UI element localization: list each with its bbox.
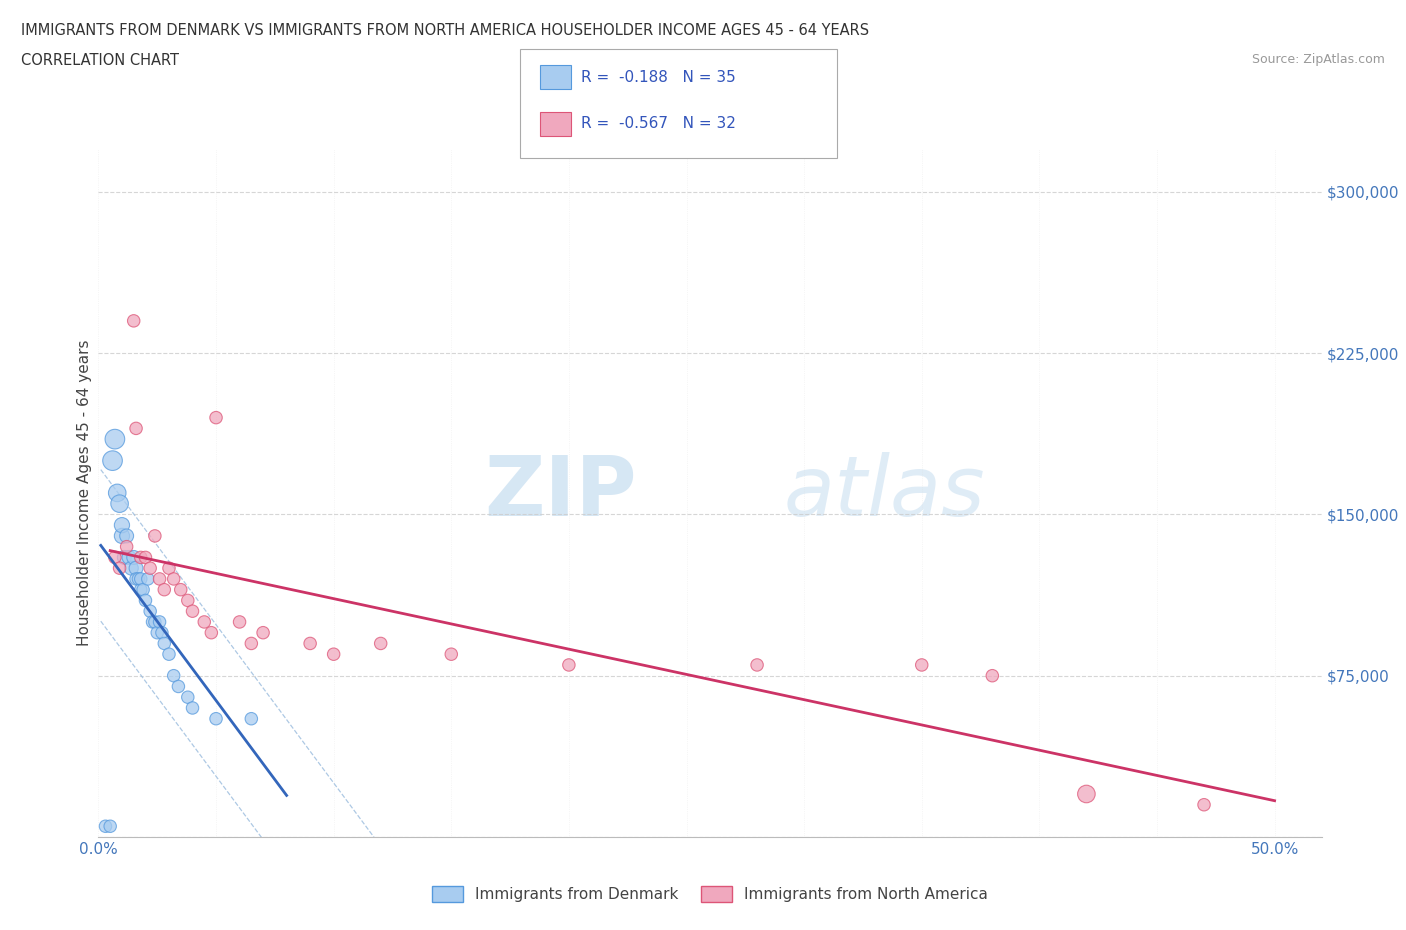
Point [111,518,134,533]
Point [129,550,152,565]
Point [153,636,176,651]
Point [108,561,131,576]
Point [101,453,124,468]
Point [149,615,172,630]
Point [120,561,142,576]
Point [177,690,200,705]
Text: CORRELATION CHART: CORRELATION CHART [21,53,179,68]
Point [105,485,128,500]
Text: ZIP: ZIP [484,452,637,534]
Point [157,561,180,576]
Point [134,593,156,608]
Point [129,582,152,597]
Point [127,571,149,587]
Point [981,669,1004,684]
Point [143,615,166,630]
Point [1192,797,1215,812]
Point [205,711,228,726]
Point [322,646,344,661]
Point [240,711,263,726]
Point [181,700,204,715]
Point [228,615,250,630]
Point [139,604,162,618]
Text: Source: ZipAtlas.com: Source: ZipAtlas.com [1251,53,1385,66]
Point [370,636,392,651]
Point [132,582,155,597]
Point [911,658,934,672]
Point [558,658,581,672]
Point [104,550,127,565]
Point [134,550,156,565]
Point [143,528,166,543]
Text: R =  -0.567   N = 32: R = -0.567 N = 32 [581,116,735,131]
Point [153,582,176,597]
Point [200,625,222,640]
Point [104,432,127,446]
Text: atlas: atlas [783,452,986,534]
Point [125,571,148,587]
Point [1076,787,1098,802]
Point [167,679,190,694]
Point [149,571,172,587]
Point [170,582,193,597]
Point [177,593,200,608]
Point [98,818,121,833]
Point [118,550,141,565]
Point [122,313,145,328]
Point [252,625,274,640]
Point [112,550,135,565]
Point [205,410,228,425]
Point [150,625,173,640]
Point [136,571,159,587]
Point [240,636,263,651]
Point [125,421,148,436]
Point [111,528,134,543]
Point [299,636,322,651]
Point [139,561,162,576]
Point [163,669,186,684]
Point [157,646,180,661]
Point [125,561,148,576]
Point [115,539,138,554]
Y-axis label: Householder Income Ages 45 - 64 years: Householder Income Ages 45 - 64 years [77,339,91,646]
Point [115,528,138,543]
Point [129,571,152,587]
Point [181,604,204,618]
Point [146,625,169,640]
Point [122,550,145,565]
Text: R =  -0.188   N = 35: R = -0.188 N = 35 [581,70,735,85]
Text: IMMIGRANTS FROM DENMARK VS IMMIGRANTS FROM NORTH AMERICA HOUSEHOLDER INCOME AGES: IMMIGRANTS FROM DENMARK VS IMMIGRANTS FR… [21,23,869,38]
Point [440,646,463,661]
Point [745,658,768,672]
Point [141,615,163,630]
Legend: Immigrants from Denmark, Immigrants from North America: Immigrants from Denmark, Immigrants from… [426,881,994,909]
Point [163,571,186,587]
Point [94,818,117,833]
Point [193,615,215,630]
Point [108,497,131,512]
